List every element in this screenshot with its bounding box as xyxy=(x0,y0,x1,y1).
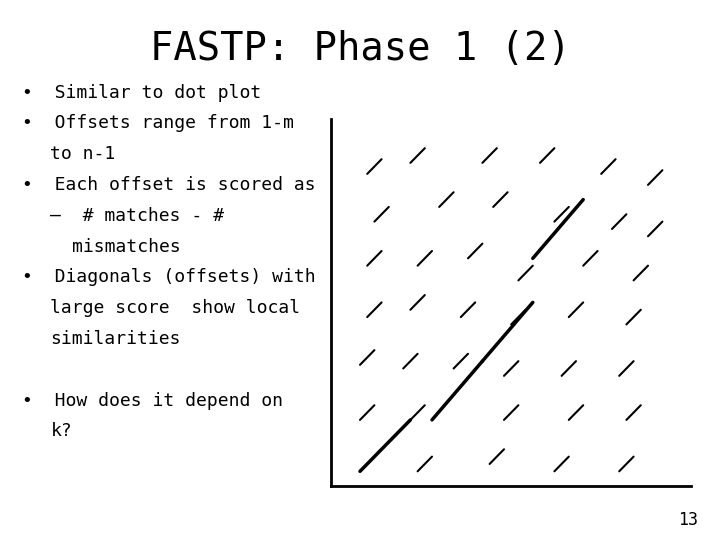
Text: –  # matches - #: – # matches - # xyxy=(50,207,225,225)
Text: •  Offsets range from 1-m: • Offsets range from 1-m xyxy=(22,114,294,132)
Text: •  Each offset is scored as: • Each offset is scored as xyxy=(22,176,315,194)
Text: 13: 13 xyxy=(678,511,698,529)
Text: large score  show local: large score show local xyxy=(50,299,300,317)
Text: •  How does it depend on: • How does it depend on xyxy=(22,392,283,409)
Text: mismatches: mismatches xyxy=(72,238,181,255)
Text: k?: k? xyxy=(50,422,72,440)
Text: •  Diagonals (offsets) with: • Diagonals (offsets) with xyxy=(22,268,315,286)
Text: •  Similar to dot plot: • Similar to dot plot xyxy=(22,84,261,102)
Text: to n-1: to n-1 xyxy=(50,145,116,163)
Text: similarities: similarities xyxy=(50,330,181,348)
Text: FASTP: Phase 1 (2): FASTP: Phase 1 (2) xyxy=(150,30,570,68)
